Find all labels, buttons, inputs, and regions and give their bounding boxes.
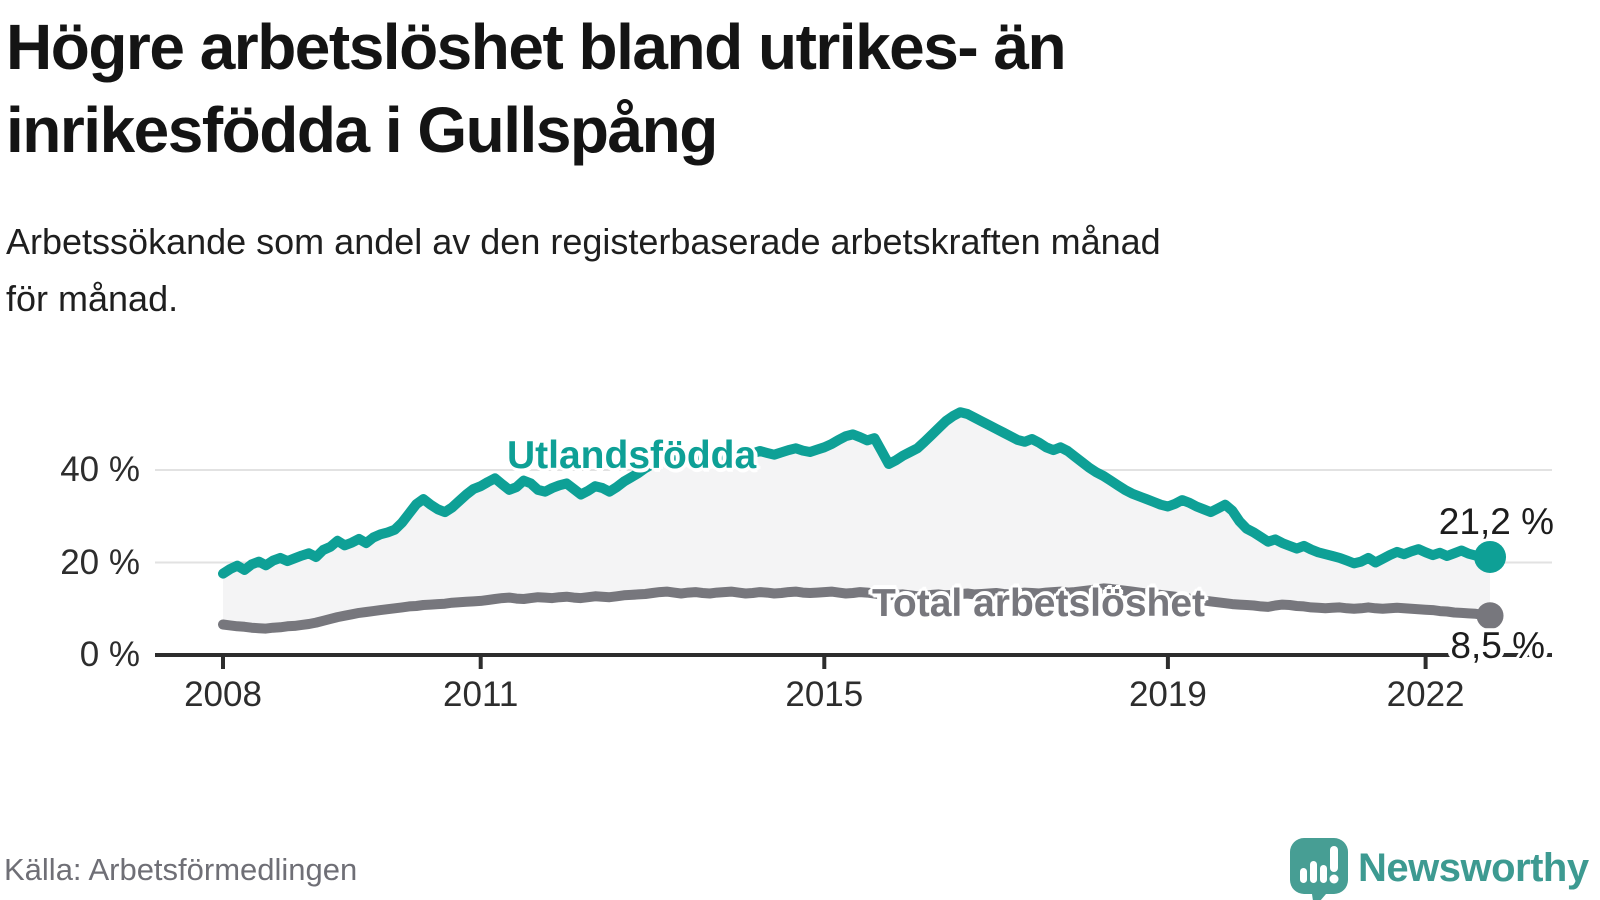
series-label-utlandsfodda: Utlandsfödda <box>507 434 757 477</box>
subtitle-line-1: Arbetssökande som andel av den registerb… <box>6 221 1161 262</box>
y-tick-label-40: 40 % <box>60 450 140 489</box>
x-tick-label-2008: 2008 <box>184 675 262 714</box>
title-line-2: inrikesfödda i Gullspång <box>6 94 718 166</box>
x-tick-label-2022: 2022 <box>1386 675 1465 714</box>
x-tick-label-2015: 2015 <box>785 675 864 714</box>
source-credit: Källa: Arbetsförmedlingen <box>4 852 358 887</box>
newsworthy-logo-text: Newsworthy <box>1358 846 1589 890</box>
series-line-total <box>218 583 1495 634</box>
series-label-total-arbetsloshet: Total arbetslöshet <box>872 582 1206 625</box>
title-line-1: Högre arbetslöshet bland utrikes- än <box>6 11 1067 83</box>
x-tick-label-2011: 2011 <box>443 675 519 714</box>
end-dot-utlandsfodda <box>1474 540 1507 573</box>
band-fill-between-series <box>223 412 1490 629</box>
end-dot-total <box>1476 602 1504 630</box>
series-line-utlandsfodda <box>218 407 1495 579</box>
end-value-label-utlandsfodda: 21,2 % <box>1438 501 1554 542</box>
page-subtitle: Arbetssökande som andel av den registerb… <box>6 213 1586 327</box>
y-tick-label-0: 0 % <box>79 635 140 674</box>
x-tick-label-2019: 2019 <box>1128 675 1207 714</box>
newsworthy-logo-icon <box>1290 838 1348 900</box>
y-tick-label-20: 20 % <box>60 542 140 582</box>
end-value-label-total: 8,5 % <box>1450 625 1545 666</box>
page-title: Högre arbetslöshet bland utrikes- än inr… <box>6 6 1586 172</box>
subtitle-line-2: för månad. <box>6 278 179 319</box>
newsworthy-logo[interactable]: Newsworthy <box>1288 836 1589 900</box>
